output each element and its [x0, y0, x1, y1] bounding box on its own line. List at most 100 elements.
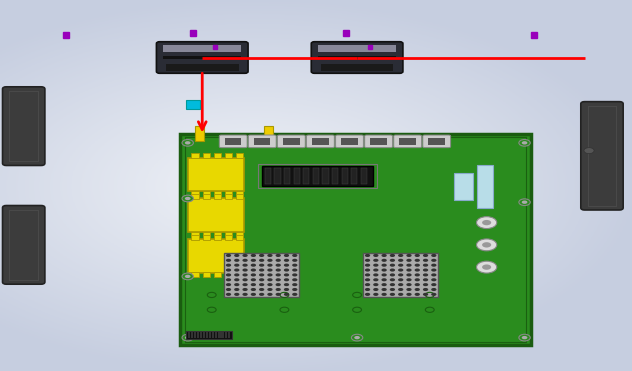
Bar [191, 194, 198, 199]
Circle shape [259, 259, 264, 262]
Circle shape [259, 293, 264, 296]
Circle shape [431, 293, 437, 296]
Circle shape [243, 259, 248, 262]
Circle shape [243, 278, 248, 281]
Circle shape [431, 288, 437, 291]
Circle shape [284, 293, 289, 296]
Circle shape [382, 273, 387, 276]
Circle shape [373, 269, 379, 272]
Circle shape [276, 273, 281, 276]
Bar [361, 168, 367, 184]
Circle shape [226, 254, 231, 257]
Bar [188, 332, 190, 338]
Circle shape [373, 259, 379, 262]
Bar [188, 239, 244, 273]
Circle shape [276, 293, 281, 296]
Circle shape [382, 278, 387, 281]
Bar [214, 272, 221, 277]
Circle shape [234, 273, 240, 276]
Bar [163, 45, 241, 52]
Circle shape [519, 334, 530, 341]
Bar [203, 272, 210, 277]
Circle shape [251, 269, 256, 272]
Circle shape [234, 259, 240, 262]
Bar [180, 134, 531, 345]
FancyBboxPatch shape [3, 87, 45, 165]
Circle shape [406, 288, 411, 291]
Bar [318, 45, 396, 52]
Circle shape [423, 254, 428, 257]
Circle shape [415, 293, 420, 296]
Circle shape [243, 269, 248, 272]
Circle shape [234, 264, 240, 267]
Bar [191, 191, 198, 196]
Circle shape [234, 269, 240, 272]
Circle shape [251, 283, 256, 286]
Circle shape [185, 197, 190, 200]
FancyBboxPatch shape [219, 135, 247, 148]
Bar [258, 164, 377, 188]
Bar [318, 56, 396, 59]
Circle shape [251, 288, 256, 291]
Bar [191, 235, 198, 240]
Bar [203, 235, 210, 240]
Circle shape [521, 141, 527, 145]
Bar [214, 194, 221, 199]
Bar [203, 191, 210, 196]
Circle shape [482, 242, 491, 247]
Bar [214, 235, 221, 240]
Bar [166, 64, 238, 72]
Circle shape [423, 278, 428, 281]
Circle shape [292, 283, 298, 286]
Circle shape [521, 200, 527, 204]
Circle shape [415, 278, 420, 281]
Bar [477, 165, 493, 208]
Bar [236, 153, 243, 158]
Bar [283, 138, 300, 145]
Circle shape [390, 264, 395, 267]
Bar [209, 332, 211, 338]
Circle shape [243, 283, 248, 286]
Circle shape [276, 259, 281, 262]
Circle shape [292, 254, 298, 257]
FancyBboxPatch shape [307, 135, 334, 148]
Circle shape [519, 139, 530, 146]
Circle shape [406, 259, 411, 262]
Circle shape [431, 264, 437, 267]
Circle shape [292, 259, 298, 262]
Circle shape [521, 336, 527, 339]
Bar [191, 153, 198, 158]
Bar [225, 194, 232, 199]
Circle shape [477, 217, 497, 229]
Circle shape [398, 278, 403, 281]
Circle shape [185, 336, 190, 339]
FancyBboxPatch shape [581, 102, 623, 210]
Circle shape [226, 293, 231, 296]
Circle shape [259, 278, 264, 281]
Bar [225, 232, 232, 236]
Circle shape [406, 254, 411, 257]
Circle shape [234, 278, 240, 281]
Circle shape [482, 220, 491, 225]
Circle shape [365, 293, 370, 296]
Circle shape [267, 273, 272, 276]
Circle shape [292, 288, 298, 291]
Bar [214, 232, 221, 236]
Circle shape [406, 264, 411, 267]
Bar [225, 191, 232, 196]
Bar [225, 235, 232, 240]
Circle shape [284, 264, 289, 267]
Circle shape [292, 293, 298, 296]
FancyBboxPatch shape [365, 135, 392, 148]
Circle shape [251, 273, 256, 276]
Circle shape [398, 288, 403, 291]
Circle shape [292, 264, 298, 267]
Circle shape [365, 269, 370, 272]
Circle shape [398, 273, 403, 276]
Circle shape [398, 264, 403, 267]
Circle shape [382, 269, 387, 272]
Bar [9, 210, 38, 280]
Circle shape [423, 273, 428, 276]
Circle shape [482, 265, 491, 270]
Bar [320, 64, 393, 72]
